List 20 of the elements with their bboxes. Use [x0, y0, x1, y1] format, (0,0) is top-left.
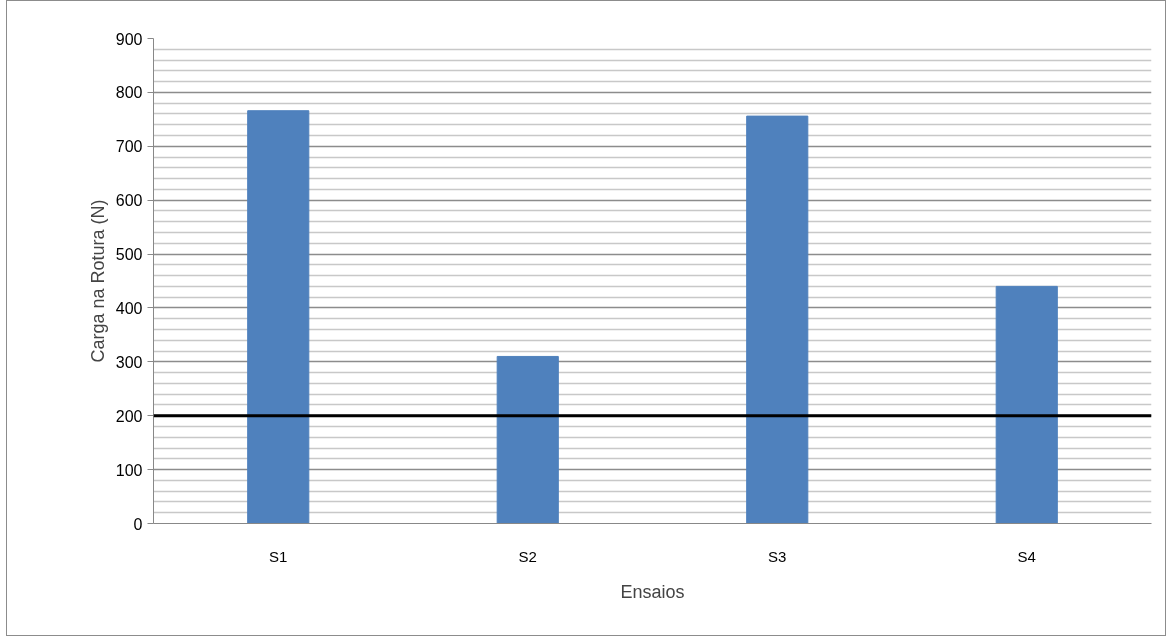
- y-tick-label: 700: [115, 138, 143, 156]
- x-axis-title: Ensaios: [620, 581, 685, 602]
- y-axis-title: Carga na Rotura (N): [87, 199, 108, 363]
- y-tick-label: 200: [115, 407, 143, 425]
- y-tick-label: 300: [115, 353, 143, 371]
- bar: [247, 110, 310, 524]
- x-tick-label: S2: [518, 547, 537, 565]
- y-tick-label: 400: [115, 299, 143, 317]
- bar: [496, 355, 559, 524]
- bar: [746, 115, 809, 524]
- y-tick-label: 800: [115, 84, 143, 102]
- y-tick-label: 600: [115, 192, 143, 210]
- y-tick-label: 900: [115, 30, 143, 48]
- y-tick-label: 500: [115, 246, 143, 264]
- y-tick-label: 100: [115, 461, 143, 479]
- x-tick-label: S1: [269, 547, 288, 565]
- x-tick-label: S4: [1017, 547, 1036, 565]
- y-tick-label: 0: [133, 515, 143, 533]
- x-tick-label: S3: [768, 547, 787, 565]
- bar: [995, 285, 1058, 524]
